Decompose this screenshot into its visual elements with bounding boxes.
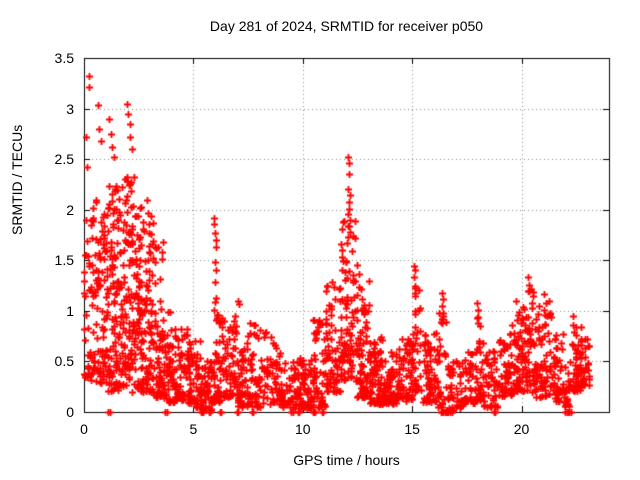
- y-tick-label: 2.5: [54, 151, 74, 168]
- x-tick-label: 10: [294, 421, 311, 437]
- y-tick-label: 3.5: [54, 50, 74, 66]
- x-tick-label: 15: [404, 421, 420, 437]
- y-tick-label: 0.5: [54, 353, 74, 370]
- x-tick-label: 20: [513, 421, 530, 437]
- y-tick-label: 1.5: [54, 252, 74, 269]
- x-tick-label: 5: [189, 421, 198, 437]
- y-tick-label: 1: [66, 302, 74, 319]
- y-tick-label: 0: [66, 404, 74, 420]
- chart-title: Day 281 of 2024, SRMTID for receiver p05…: [209, 18, 484, 34]
- x-tick-label: 0: [80, 421, 88, 437]
- x-axis-label: GPS time / hours: [293, 452, 400, 468]
- y-tick-label: 2: [66, 201, 74, 218]
- y-tick-label: 3: [66, 100, 74, 117]
